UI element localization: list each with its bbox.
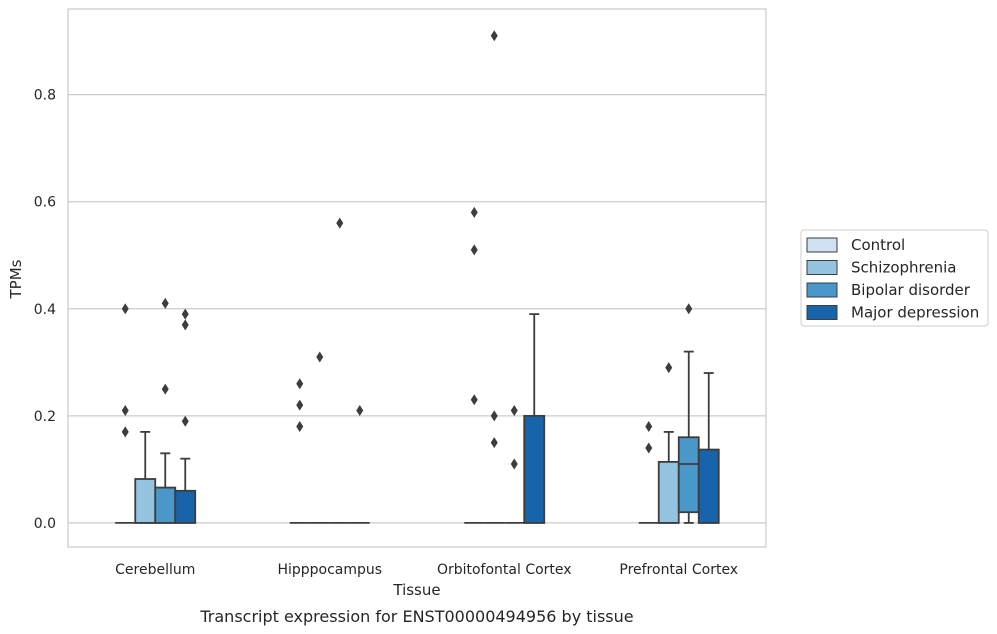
outlier-point [181,415,189,427]
outlier-point [490,30,498,42]
y-tick-label: 0.4 [34,302,56,318]
outlier-point [121,303,129,315]
outlier-point [121,404,129,416]
box-control [638,421,659,524]
box-iqr [154,486,177,524]
legend-swatch [806,237,838,253]
outlier-point [296,399,304,411]
x-tick-label: Hipppocampus [277,562,382,578]
outlier-point [336,217,344,229]
box-bipolar-disorder [329,217,350,524]
box-schizophrenia [134,431,157,524]
outlier-point [510,404,518,416]
outlier-point [161,383,169,395]
box-schizophrenia [657,362,680,524]
outlier-point [356,404,364,416]
legend-label: Bipolar disorder [851,281,971,299]
box-control [289,378,310,524]
plot-frame [67,8,767,548]
outlier-point [510,458,518,470]
y-axis-title: TPMs [7,259,25,299]
y-tick-label: 0.0 [34,516,56,532]
outlier-point [470,244,478,256]
box-bipolar-disorder [504,404,525,524]
box-major-depression [349,404,370,524]
y-tick-labels: 0.0 0.2 0.4 0.6 0.8 [34,88,56,532]
outlier-point [296,421,304,433]
box-major-depression [697,372,720,524]
box-bipolar-disorder [677,303,700,524]
legend-label: Major depression [851,304,979,322]
x-tick-label: Prefrontal Cortex [619,562,738,578]
outlier-point [470,394,478,406]
x-axis-title: Tissue [392,581,440,599]
outlier-point [665,362,673,374]
y-gridlines [68,94,766,524]
box-major-depression [523,313,546,524]
chart-caption: Transcript expression for ENST0000049495… [199,607,633,626]
legend-swatch [806,305,838,320]
legend-frame [800,229,989,327]
outlier-point [161,297,169,309]
box-iqr [523,414,546,524]
outlier-point [470,206,478,218]
outlier-point [645,442,653,454]
outlier-point [181,308,189,320]
box-major-depression [174,308,197,524]
y-tick-label: 0.2 [34,409,56,425]
box-iqr [677,436,700,514]
y-tick-label: 0.6 [34,195,56,211]
legend-swatch [806,282,838,298]
x-tick-label: Orbitofontal Cortex [437,562,572,578]
box-control [464,206,485,524]
outlier-point [645,421,653,433]
outlier-point [685,303,693,315]
box-iqr [697,448,720,524]
box-bipolar-disorder [154,297,177,524]
box-schizophrenia [484,30,505,524]
legend-label: Control [851,236,905,254]
legend: Control Schizophrenia Bipolar disorder Majo… [800,229,989,327]
box-iqr [134,478,157,524]
outlier-point [181,319,189,331]
outlier-point [121,426,129,438]
box-iqr [174,489,197,524]
outlier-point [316,351,324,363]
outlier-point [490,410,498,422]
box-schizophrenia [309,351,330,524]
box-control [115,303,136,524]
outlier-point [296,378,304,390]
x-tick-labels: Cerebellum Hipppocampus Orbitofontal Corte… [115,562,738,578]
y-tick-label: 0.8 [34,88,56,104]
legend-label: Schizophrenia [851,259,956,277]
box-iqr [657,460,680,524]
x-tick-label: Cerebellum [115,562,195,578]
outlier-point [490,437,498,449]
box-series [115,30,720,524]
legend-swatch [806,260,838,275]
